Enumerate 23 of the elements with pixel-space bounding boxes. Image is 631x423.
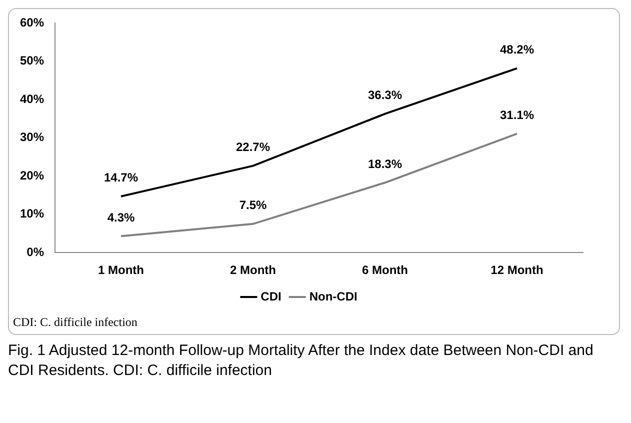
y-tick-label: 0%: [26, 244, 44, 259]
legend-label: Non-CDI: [309, 289, 358, 304]
y-tick-label: 20%: [20, 168, 44, 182]
legend-label: CDI: [260, 289, 282, 304]
data-label: 36.3%: [368, 88, 402, 102]
data-label: 31.1%: [500, 108, 534, 122]
text: CDI: C. difficile infection: [13, 315, 138, 330]
y-tick-label: 30%: [20, 130, 44, 144]
y-tick-label: 50%: [20, 54, 44, 68]
y-tick-label: 40%: [20, 92, 44, 106]
data-label: 4.3%: [107, 210, 136, 224]
y-tick-label: 60%: [20, 16, 44, 30]
data-label: 48.2%: [500, 42, 534, 57]
x-tick-label: 12 Month: [490, 263, 544, 278]
data-label: 22.7%: [236, 140, 270, 154]
x-tick-label: 2 Month: [230, 263, 276, 278]
x-tick-label: 1 Month: [98, 263, 144, 278]
caption: Fig. 1 Adjusted 12-month Follow-up Mortality After the Index date Between Non-CDI and CDI Residents. CDI: C. difficile infection: [8, 341, 594, 380]
data-label: 14.7%: [104, 170, 138, 185]
x-tick-label: 6 Month: [362, 263, 408, 278]
data-label: 18.3%: [368, 156, 402, 171]
y-tick-label: 10%: [20, 206, 44, 221]
data-label: 7.5%: [239, 198, 268, 212]
